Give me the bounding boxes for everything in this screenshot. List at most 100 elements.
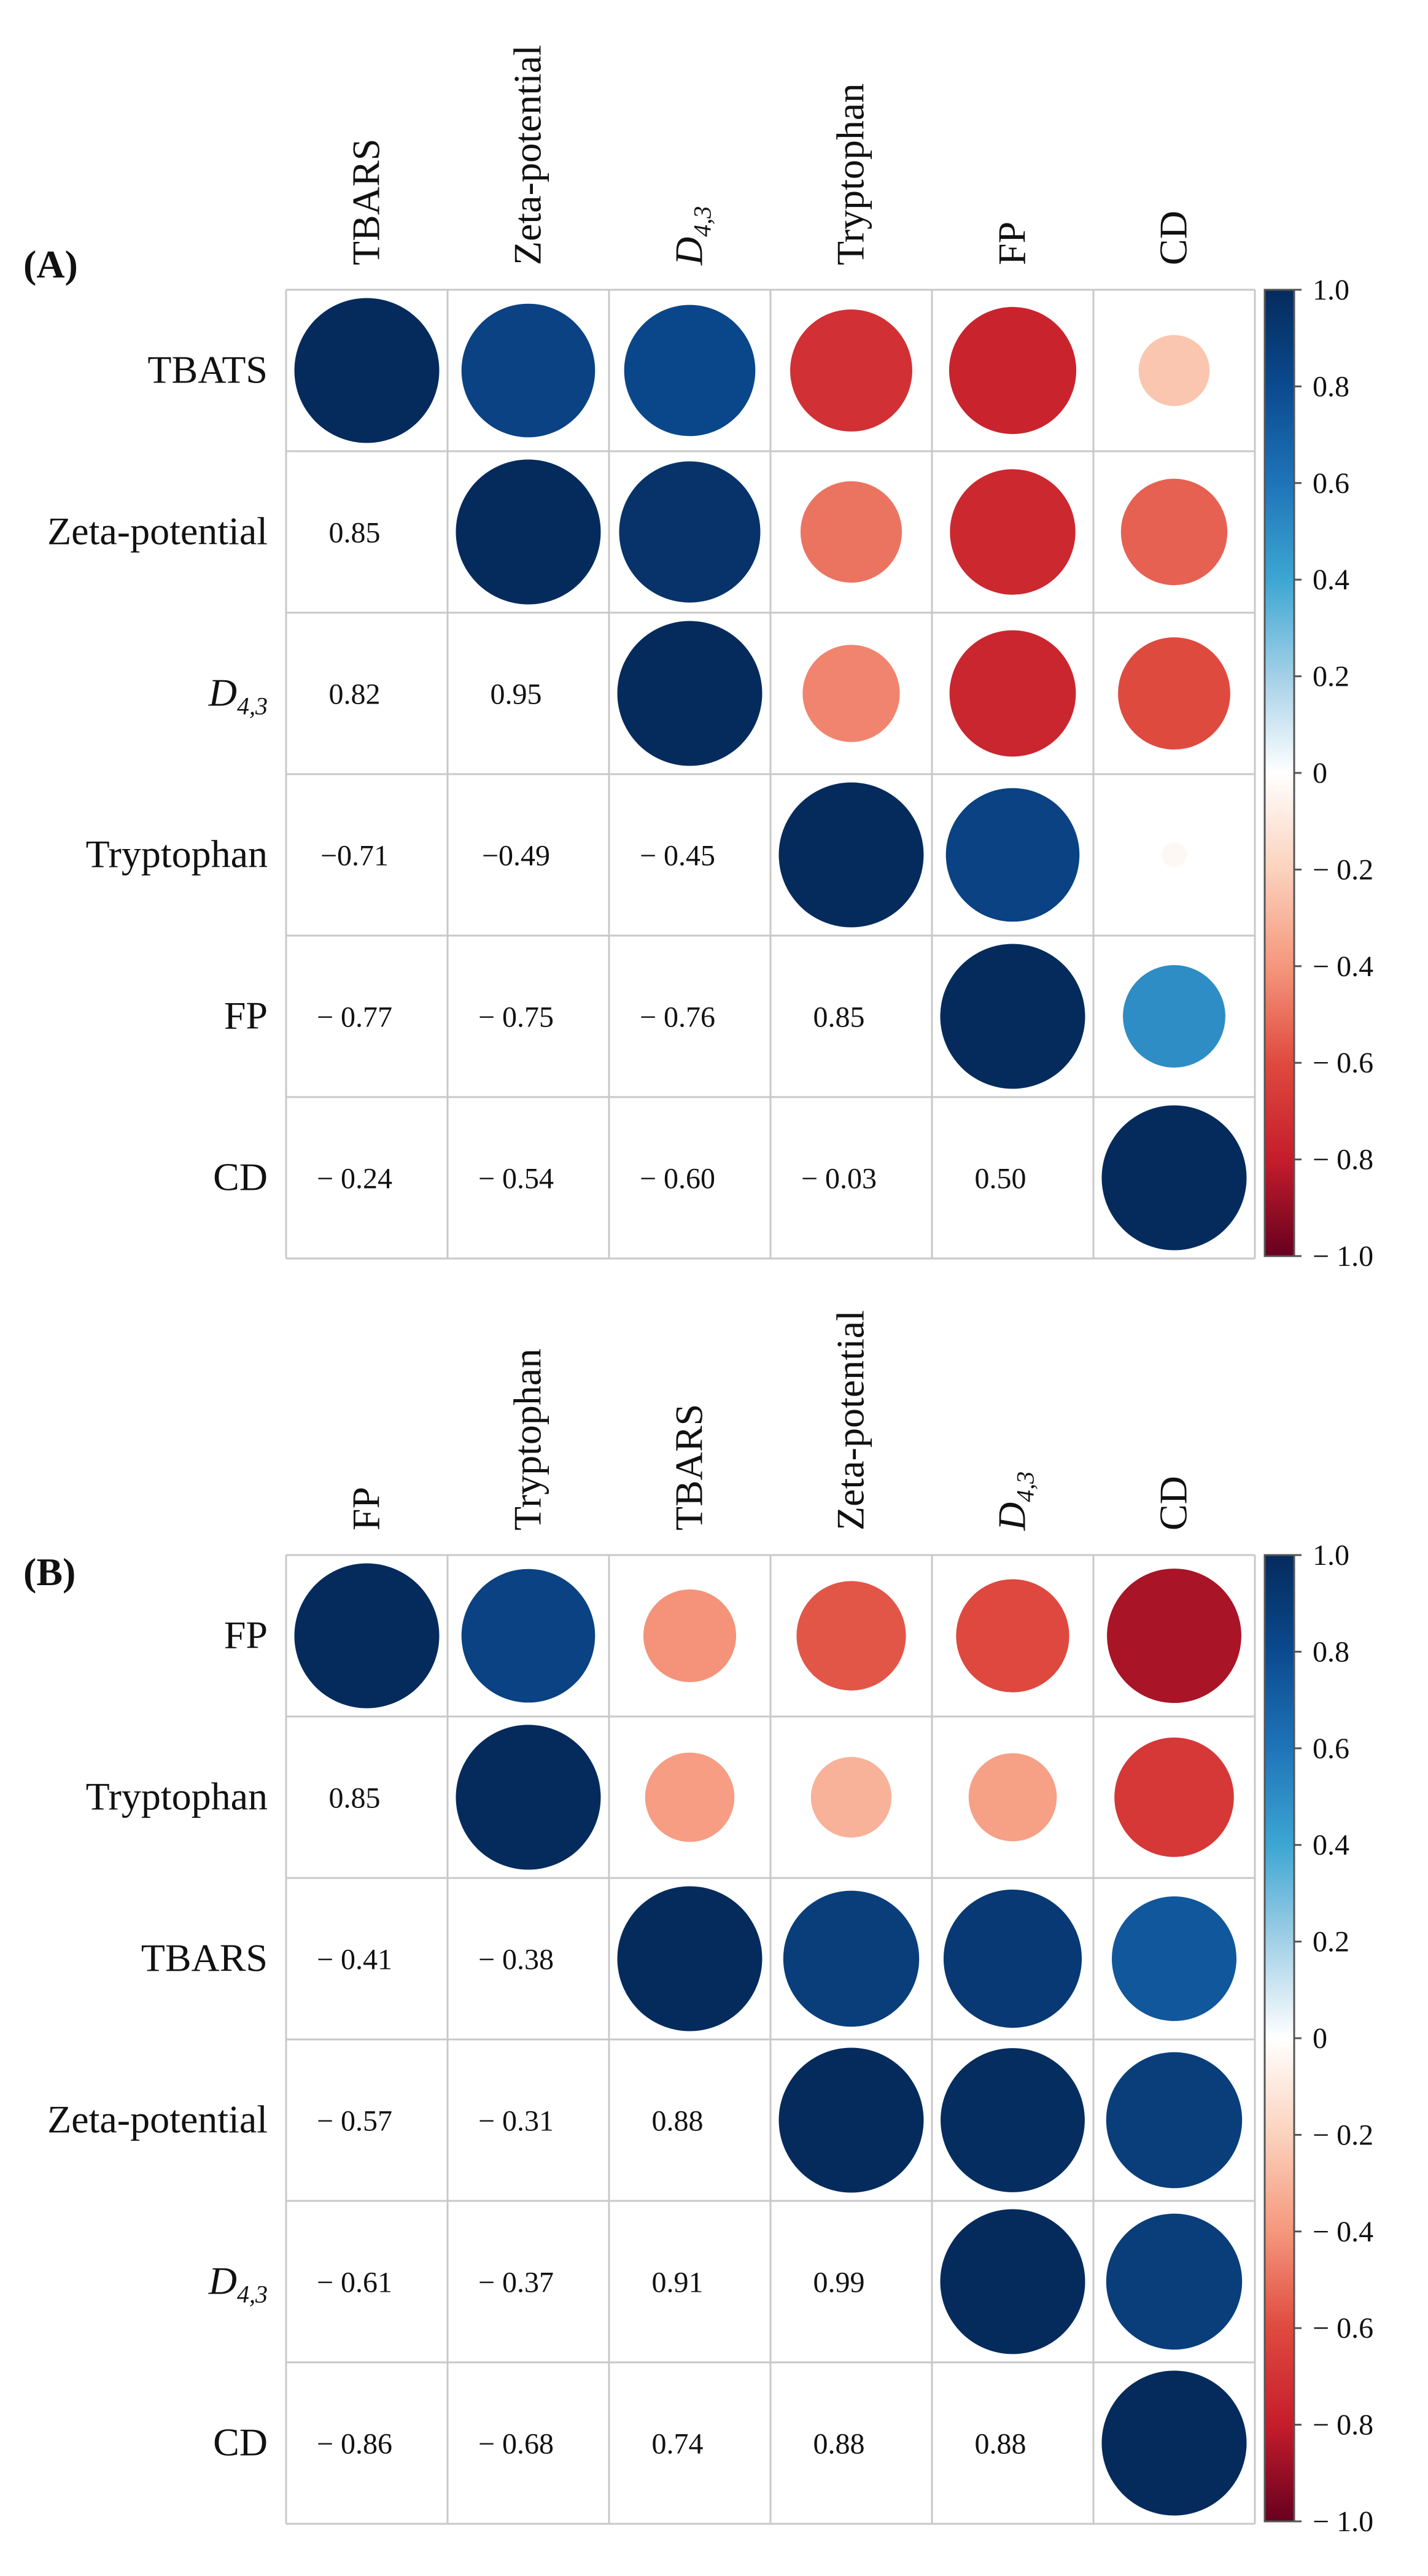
correlation-circle xyxy=(949,630,1076,757)
colorbar-tick-label: 0.8 xyxy=(1313,1635,1349,1668)
correlation-circle xyxy=(645,1752,735,1842)
correlation-value: − 0.77 xyxy=(317,1001,392,1034)
colorbar-tick-label: − 1.0 xyxy=(1313,2505,1373,2538)
correlation-circle xyxy=(461,1569,596,1703)
correlation-value: 0.85 xyxy=(329,517,381,549)
correlation-circle xyxy=(461,303,596,438)
column-label: FP xyxy=(344,1487,388,1530)
correlation-circle xyxy=(1106,2052,1243,2189)
column-label: Zeta-potential xyxy=(829,1310,872,1530)
colorbar-tick-label: − 0.4 xyxy=(1313,950,1373,983)
colorbar-tick-label: − 0.2 xyxy=(1313,853,1373,886)
panel-label: (A) xyxy=(23,242,78,286)
row-label: FP xyxy=(224,994,268,1038)
colorbar-tick-label: − 0.8 xyxy=(1313,2409,1373,2442)
row-label: TBATS xyxy=(147,348,268,392)
correlation-value: 0.50 xyxy=(975,1163,1026,1195)
correlation-circle xyxy=(968,1753,1057,1842)
column-label: TBARS xyxy=(344,139,388,265)
correlation-circle xyxy=(624,305,756,436)
colorbar-tick-label: 1.0 xyxy=(1313,1539,1349,1572)
row-label: CD xyxy=(213,2421,268,2464)
colorbar-tick-label: − 0.8 xyxy=(1313,1144,1373,1176)
correlation-value: 0.99 xyxy=(813,2267,865,2299)
colorbar-tick-label: 0.4 xyxy=(1313,1829,1349,1861)
colorbar-tick-label: 0 xyxy=(1313,2022,1327,2055)
correlation-value: − 0.68 xyxy=(478,2428,554,2461)
correlation-circle xyxy=(783,1890,920,2027)
correlation-circle xyxy=(949,306,1077,435)
correlation-circle xyxy=(1106,2213,1243,2350)
column-label: CD xyxy=(1152,1476,1195,1530)
correlation-value: 0.74 xyxy=(652,2428,704,2461)
colorbar-tick-label: 0.4 xyxy=(1313,564,1349,596)
correlation-value: 0.88 xyxy=(975,2428,1026,2461)
colorbar xyxy=(1263,289,1295,1257)
column-label: TBARS xyxy=(667,1404,711,1530)
column-label: Tryptophan xyxy=(506,1349,549,1530)
correlation-value: − 0.61 xyxy=(317,2267,392,2299)
column-label: D4,3 xyxy=(667,206,716,266)
correlation-circle xyxy=(1123,965,1225,1068)
colorbar-tick-label: 0.6 xyxy=(1313,467,1349,500)
correlation-value: − 0.24 xyxy=(317,1163,392,1195)
row-label: TBARS xyxy=(141,1936,268,1980)
correlation-value: − 0.54 xyxy=(478,1163,554,1195)
row-label: Tryptophan xyxy=(86,1775,268,1818)
correlation-value: − 0.31 xyxy=(478,2105,554,2138)
correlation-value: − 0.41 xyxy=(317,1944,392,1976)
correlation-value: − 0.03 xyxy=(801,1163,877,1195)
correlation-value: 0.85 xyxy=(813,1001,865,1034)
correlation-value: 0.82 xyxy=(329,678,381,711)
correlation-circle xyxy=(778,782,924,928)
correlation-value: 0.91 xyxy=(652,2267,704,2299)
column-label: Zeta-potential xyxy=(506,45,549,265)
colorbar-tick-label: 0 xyxy=(1313,757,1327,789)
correlation-circle xyxy=(619,461,761,603)
correlation-circle xyxy=(800,481,902,583)
correlation-circle xyxy=(456,1724,601,1870)
correlation-value: − 0.76 xyxy=(640,1001,715,1034)
row-label: Zeta-potential xyxy=(47,510,268,553)
correlation-circle xyxy=(1114,1737,1234,1857)
colorbar-tick-label: − 0.4 xyxy=(1313,2216,1373,2248)
correlation-circle xyxy=(778,2047,924,2193)
colorbar-tick-label: − 1.0 xyxy=(1313,1240,1373,1273)
correlation-circle xyxy=(1162,842,1187,867)
colorbar-tick-label: 0.2 xyxy=(1313,661,1349,693)
correlation-circle xyxy=(617,621,763,766)
correlation-value: − 0.38 xyxy=(478,1944,554,1976)
column-label: D4,3 xyxy=(990,1472,1039,1531)
row-label: CD xyxy=(213,1155,268,1199)
panel-label: (B) xyxy=(23,1550,76,1594)
grid-lines xyxy=(285,289,1256,1260)
correlation-circle xyxy=(956,1579,1069,1693)
correlation-value: 0.88 xyxy=(813,2428,865,2461)
colorbar xyxy=(1263,1554,1295,2523)
colorbar-tick-label: 0.8 xyxy=(1313,370,1349,403)
column-label: CD xyxy=(1152,211,1195,265)
correlation-circle xyxy=(294,298,440,443)
correlation-value: −0.71 xyxy=(320,840,389,872)
correlation-value: 0.85 xyxy=(329,1782,381,1815)
row-label: D4,3 xyxy=(208,671,268,720)
correlation-circle xyxy=(810,1756,892,1838)
correlation-value: 0.88 xyxy=(652,2105,704,2138)
colorbar-tick-label: 1.0 xyxy=(1313,274,1349,306)
colorbar-tick-label: − 0.6 xyxy=(1313,2312,1373,2345)
correlation-value: − 0.60 xyxy=(640,1163,715,1195)
row-label: D4,3 xyxy=(208,2259,268,2308)
panel-a-correlogram: (A) TBARS Zeta-potential D4,3 Tryptophan FP CD… xyxy=(23,45,1373,1273)
correlation-value: − 0.45 xyxy=(640,840,715,872)
correlation-value: − 0.75 xyxy=(478,1001,554,1034)
correlation-circle xyxy=(950,469,1076,595)
correlation-circle xyxy=(1101,2370,1247,2516)
correlation-circle xyxy=(643,1589,737,1683)
correlation-value: − 0.57 xyxy=(317,2105,392,2138)
correlation-circle xyxy=(945,788,1080,922)
correlation-circle xyxy=(1118,637,1230,750)
correlation-value: −0.49 xyxy=(482,840,550,872)
correlation-circle xyxy=(796,1581,906,1691)
column-label: FP xyxy=(990,222,1034,265)
